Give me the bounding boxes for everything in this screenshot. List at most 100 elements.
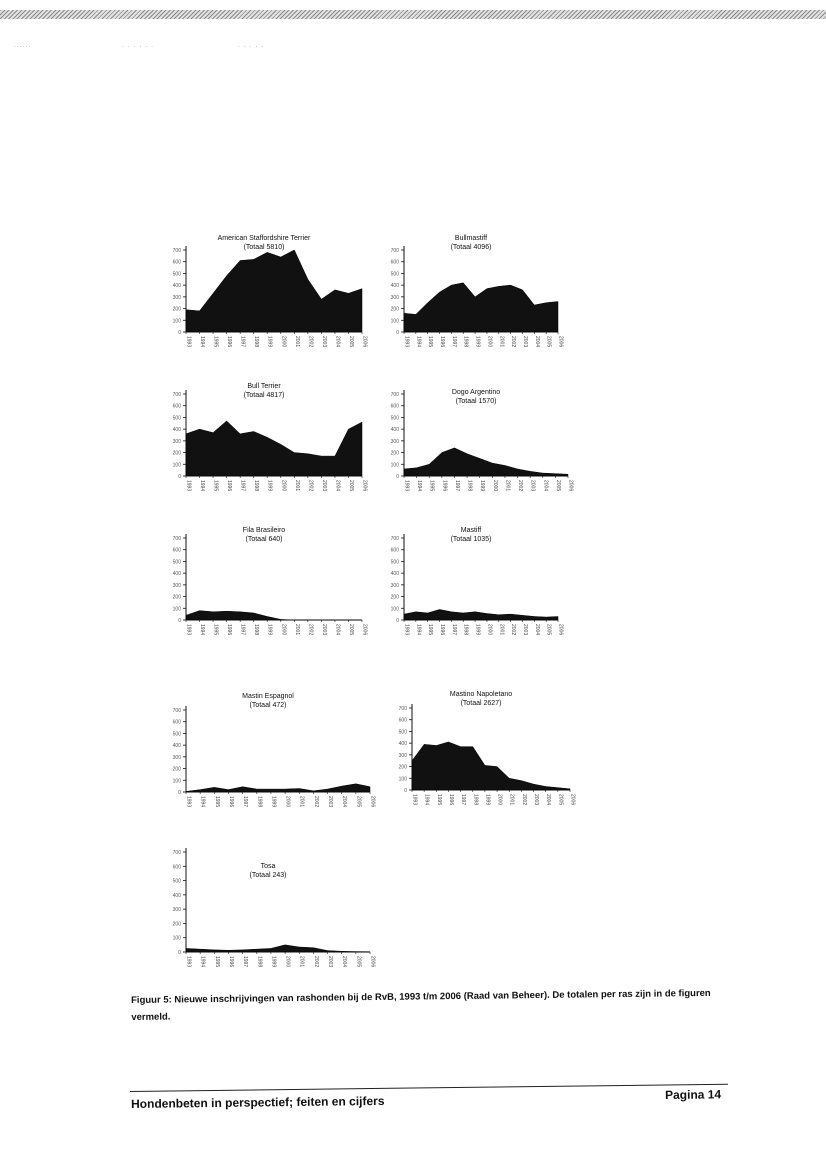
y-tick-label: 400 bbox=[173, 571, 182, 577]
area-series bbox=[403, 447, 569, 477]
x-tick-label: 1993 bbox=[186, 624, 192, 635]
x-tick-label: 1994 bbox=[415, 624, 421, 635]
x-tick-label: 2006 bbox=[362, 480, 368, 491]
x-tick-label: 2002 bbox=[510, 624, 516, 635]
chart-total: (Totaal 1570) bbox=[455, 398, 497, 405]
faint-header-mark: · · · · · bbox=[238, 44, 265, 51]
x-tick-label: 1997 bbox=[242, 796, 248, 807]
x-tick-label: 1997 bbox=[240, 336, 246, 347]
chart-mastin-espagnol: 700 600 500 400 300 200 100 0 1993 1994 1995 1996 19… bbox=[160, 688, 376, 820]
x-tick-label: 2003 bbox=[533, 794, 539, 805]
chart-total: (Totaal 2627) bbox=[460, 700, 502, 707]
x-tick-label: 2001 bbox=[509, 794, 515, 805]
chart-fila-brasileiro: 700 600 500 400 300 200 100 0 1993 1994 1995 1996 19… bbox=[160, 516, 368, 648]
x-tick-label: 1999 bbox=[479, 480, 485, 491]
chart-title: Fila Brasileiro bbox=[242, 527, 286, 534]
x-tick-label: 1996 bbox=[226, 336, 232, 347]
x-tick-label: 1994 bbox=[416, 480, 422, 491]
area-series bbox=[185, 249, 363, 333]
x-tick-label: 2000 bbox=[285, 956, 291, 967]
chart-bullmastiff: 700 600 500 400 300 200 100 0 1993 1994 1995 1996 19… bbox=[378, 228, 564, 360]
y-tick-label: 600 bbox=[391, 404, 400, 410]
y-tick-label: 400 bbox=[173, 427, 182, 433]
y-tick-label: 0 bbox=[178, 330, 181, 336]
x-tick-label: 2002 bbox=[307, 480, 313, 491]
y-tick-label: 700 bbox=[173, 708, 182, 714]
x-tick-label: 2005 bbox=[555, 480, 561, 491]
x-tick-label: 2003 bbox=[327, 956, 333, 967]
figure-caption: Figuur 5: Nieuwe inschrijvingen van rash… bbox=[131, 987, 711, 1023]
y-tick-label: 0 bbox=[404, 788, 407, 794]
chart-title: Mastiff bbox=[460, 527, 482, 534]
x-tick-label: 1995 bbox=[214, 956, 220, 967]
x-tick-label: 2003 bbox=[522, 336, 528, 347]
x-tick-label: 1998 bbox=[463, 624, 469, 635]
chart-plot: 700 600 500 400 300 200 100 0 1993 1994 1995 1996 19… bbox=[173, 848, 376, 967]
x-tick-label: 2006 bbox=[362, 336, 368, 347]
x-tick-label: 1999 bbox=[484, 794, 490, 805]
x-tick-label: 1998 bbox=[472, 794, 478, 805]
chart-title: Dogo Argentino bbox=[451, 389, 501, 396]
x-tick-label: 1996 bbox=[226, 480, 232, 491]
x-tick-label: 1994 bbox=[415, 336, 421, 347]
y-tick-label: 0 bbox=[396, 618, 399, 624]
x-tick-label: 1999 bbox=[267, 336, 273, 347]
y-tick-label: 200 bbox=[391, 595, 400, 601]
y-tick-label: 700 bbox=[391, 248, 400, 254]
chart-plot: 700 600 500 400 300 200 100 0 1993 1994 1995 1996 19… bbox=[173, 390, 368, 491]
y-tick-label: 300 bbox=[399, 753, 408, 759]
chart-total: (Totaal 4096) bbox=[450, 244, 492, 251]
area-series bbox=[403, 609, 559, 621]
chart-title: Bull Terrier bbox=[247, 383, 281, 390]
chart-title: Bullmastiff bbox=[454, 235, 488, 242]
x-tick-label: 2003 bbox=[327, 796, 333, 807]
x-tick-label: 1999 bbox=[270, 956, 276, 967]
x-tick-label: 2004 bbox=[534, 624, 540, 635]
x-tick-label: 1995 bbox=[214, 796, 220, 807]
x-tick-label: 2001 bbox=[299, 796, 305, 807]
x-tick-label: 1996 bbox=[448, 794, 454, 805]
chart-dogo-argentino: 700 600 500 400 300 200 100 0 1993 1994 1995 1996 19… bbox=[378, 372, 574, 504]
x-tick-label: 2000 bbox=[280, 624, 286, 635]
y-tick-label: 0 bbox=[396, 330, 399, 336]
x-tick-label: 1996 bbox=[228, 796, 234, 807]
y-tick-label: 700 bbox=[173, 850, 182, 856]
chart-total: (Totaal 4817) bbox=[243, 392, 285, 399]
faint-header-mark: · · · · · · bbox=[122, 44, 154, 51]
x-tick-label: 1997 bbox=[454, 480, 460, 491]
chart-mastino-napoletano: 700 600 500 400 300 200 100 0 1993 1994 1995 1996 19… bbox=[386, 686, 576, 818]
x-tick-label: 2005 bbox=[348, 480, 354, 491]
x-tick-label: 1993 bbox=[186, 336, 192, 347]
y-tick-label: 400 bbox=[399, 741, 408, 747]
x-tick-label: 2006 bbox=[570, 794, 576, 805]
x-tick-label: 1996 bbox=[439, 624, 445, 635]
x-tick-label: 2004 bbox=[545, 794, 551, 805]
chart-title: American Staffordshire Terrier bbox=[217, 235, 311, 242]
chart-title: Mastin Espagnol bbox=[242, 693, 294, 700]
y-tick-label: 200 bbox=[173, 595, 182, 601]
x-tick-label: 1993 bbox=[186, 480, 192, 491]
y-tick-label: 500 bbox=[391, 271, 400, 277]
chart-total: (Totaal 1035) bbox=[450, 536, 492, 543]
x-tick-label: 1999 bbox=[475, 624, 481, 635]
chart-mastiff: 700 600 500 400 300 200 100 0 1993 1994 1995 1996 19… bbox=[378, 516, 564, 648]
y-tick-label: 200 bbox=[173, 921, 182, 927]
chart-bull-terrier: 700 600 500 400 300 200 100 0 1993 1994 1995 1996 19… bbox=[160, 372, 368, 504]
chart-plot: 700 600 500 400 300 200 100 0 1993 1994 1995 1996 19… bbox=[391, 534, 564, 635]
x-tick-label: 2006 bbox=[370, 956, 376, 967]
y-tick-label: 200 bbox=[399, 765, 408, 771]
area-series bbox=[185, 783, 371, 793]
x-tick-label: 2002 bbox=[307, 336, 313, 347]
chart-plot: 700 600 500 400 300 200 100 0 1993 1994 1995 1996 19… bbox=[391, 390, 574, 491]
y-tick-label: 500 bbox=[173, 879, 182, 885]
x-tick-label: 2005 bbox=[557, 794, 563, 805]
y-tick-label: 200 bbox=[391, 451, 400, 457]
y-tick-label: 500 bbox=[399, 729, 408, 735]
y-tick-label: 600 bbox=[391, 260, 400, 266]
y-tick-label: 400 bbox=[173, 283, 182, 289]
x-tick-label: 1998 bbox=[467, 480, 473, 491]
y-tick-label: 700 bbox=[391, 392, 400, 398]
chart-tosa: 700 600 500 400 300 200 100 0 1993 1994 1995 1996 19… bbox=[160, 830, 376, 980]
x-tick-label: 2006 bbox=[370, 796, 376, 807]
y-tick-label: 600 bbox=[173, 404, 182, 410]
